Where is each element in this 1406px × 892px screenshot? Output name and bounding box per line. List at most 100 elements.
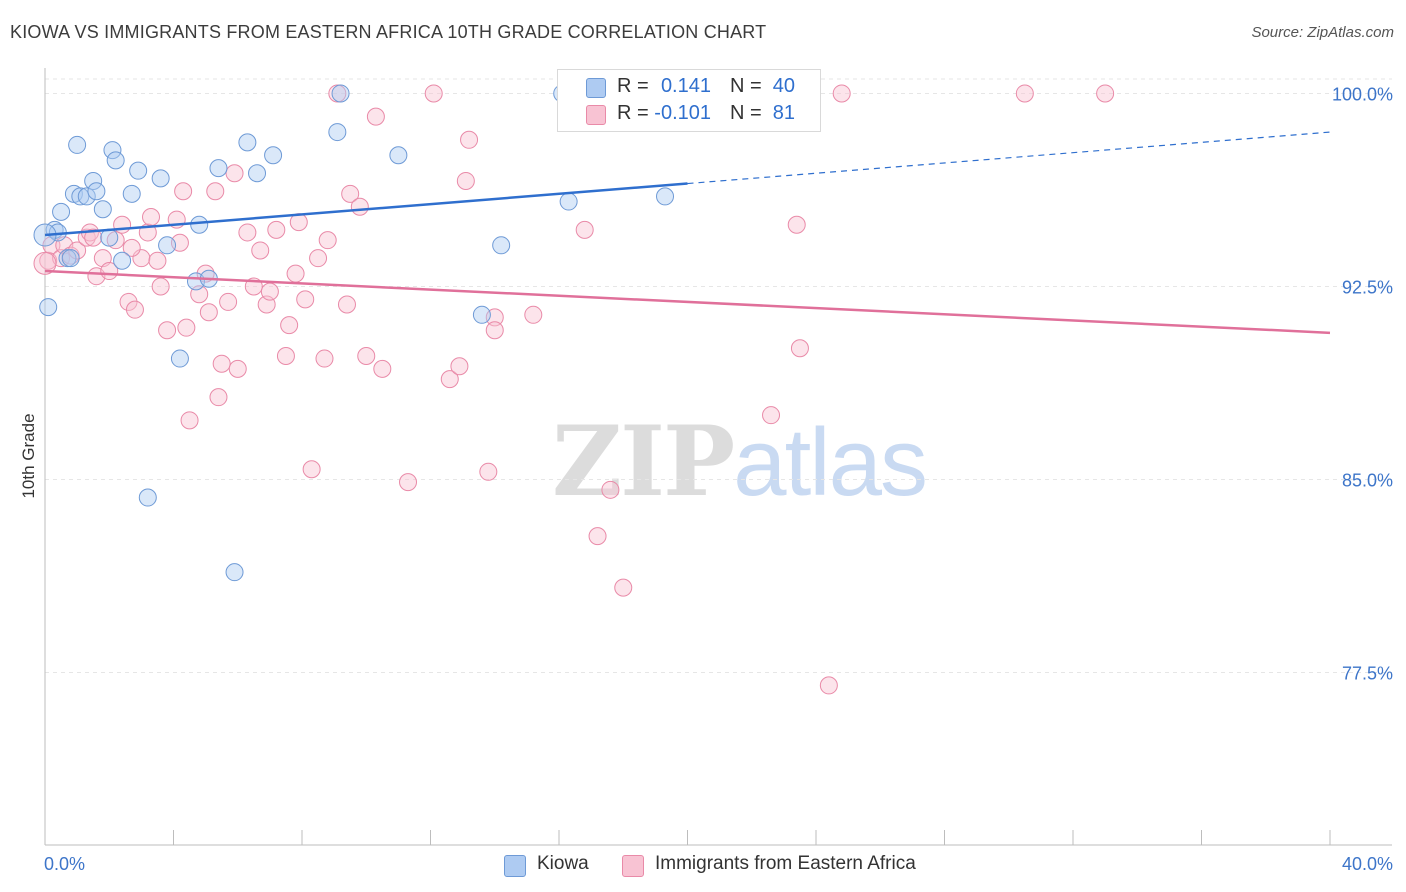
- data-point: [318, 231, 337, 250]
- data-point: [366, 107, 385, 126]
- data-point: [251, 241, 270, 260]
- chart-title: KIOWA VS IMMIGRANTS FROM EASTERN AFRICA …: [10, 22, 767, 42]
- y-tick-label: 77.5%: [1342, 664, 1393, 684]
- data-point: [373, 359, 392, 378]
- data-point: [228, 359, 247, 378]
- bottom-legend-label-kiowa: Kiowa: [537, 853, 589, 874]
- watermark-zip: ZIP: [552, 405, 735, 518]
- data-point: [762, 406, 781, 425]
- data-point: [113, 251, 132, 270]
- data-point: [84, 228, 103, 247]
- data-point: [129, 161, 148, 180]
- data-point: [199, 303, 218, 322]
- data-point: [103, 141, 122, 160]
- legend-r-label: R =: [617, 75, 649, 97]
- data-point: [138, 488, 157, 507]
- bottom-legend-swatch-eastern-africa: [622, 855, 644, 877]
- data-point: [225, 164, 244, 183]
- data-point: [614, 578, 633, 597]
- source-label: Source: ZipAtlas.com: [1251, 24, 1394, 41]
- data-point: [440, 370, 459, 389]
- legend-row-kiowa: R = 0.141 N = 40: [558, 73, 820, 101]
- data-point: [302, 460, 321, 479]
- data-point: [309, 249, 328, 268]
- data-point: [460, 130, 479, 149]
- data-point: [209, 159, 228, 178]
- legend-n-label: N =: [730, 75, 762, 97]
- legend-swatch-eastern-africa: [586, 105, 606, 125]
- data-point: [158, 236, 177, 255]
- data-point: [559, 192, 578, 211]
- data-point: [1015, 84, 1034, 103]
- data-point: [174, 182, 193, 201]
- data-point: [151, 277, 170, 296]
- watermark: ZIPatlas: [552, 405, 928, 518]
- bottom-legend-swatch-kiowa: [504, 855, 526, 877]
- data-point: [122, 184, 141, 203]
- legend-row-eastern-africa: R = -0.101 N = 81: [558, 100, 820, 128]
- data-point: [238, 133, 257, 152]
- data-point: [106, 151, 125, 170]
- data-point: [77, 228, 96, 247]
- data-point: [125, 300, 144, 319]
- data-point: [206, 182, 225, 201]
- data-point: [492, 236, 511, 255]
- data-point: [315, 349, 334, 368]
- data-point: [170, 349, 189, 368]
- data-point: [142, 208, 161, 226]
- data-point: [177, 318, 196, 337]
- bottom-legend-label-eastern-africa: Immigrants from Eastern Africa: [655, 853, 916, 874]
- legend-n-value: 40: [772, 75, 795, 97]
- data-point: [588, 527, 607, 546]
- data-point: [479, 462, 498, 481]
- legend-r-value: 0.141: [660, 75, 711, 97]
- data-point: [52, 202, 71, 221]
- data-point: [485, 321, 504, 340]
- data-point: [119, 292, 138, 311]
- data-point: [190, 215, 209, 234]
- data-point: [424, 84, 443, 103]
- data-point: [238, 223, 257, 242]
- data-point: [819, 676, 838, 695]
- data-point: [68, 241, 87, 260]
- y-tick-label: 85.0%: [1342, 471, 1393, 491]
- trendline-kiowa: [44, 182, 688, 237]
- data-point: [225, 563, 244, 582]
- data-point: [151, 169, 170, 188]
- data-point: [100, 228, 119, 247]
- data-point: [260, 282, 279, 301]
- data-point: [656, 187, 675, 206]
- legend-r-label: R =: [617, 102, 649, 124]
- legend-r-value: -0.101: [654, 102, 711, 124]
- data-point: [832, 84, 851, 103]
- data-point: [93, 200, 112, 219]
- data-point: [280, 316, 299, 335]
- y-axis-label: 10th Grade: [19, 413, 38, 498]
- data-point: [1096, 84, 1115, 103]
- y-tick-label: 100.0%: [1332, 84, 1393, 104]
- series-kiowa-points: [33, 84, 675, 582]
- data-point: [601, 480, 620, 499]
- data-point: [524, 305, 543, 324]
- data-point: [158, 321, 177, 340]
- data-point: [209, 388, 228, 407]
- data-point: [331, 84, 350, 103]
- data-point: [264, 146, 283, 165]
- data-point: [328, 123, 347, 142]
- x-tick-label: 0.0%: [44, 854, 85, 874]
- data-point: [399, 473, 418, 492]
- data-point: [456, 171, 475, 190]
- data-point: [472, 305, 491, 324]
- legend-n-label: N =: [730, 102, 762, 124]
- y-tick-label: 92.5%: [1342, 277, 1393, 297]
- data-point: [68, 135, 87, 154]
- data-point: [148, 251, 167, 270]
- legend-n-value: 81: [772, 102, 795, 124]
- x-tick-label: 40.0%: [1342, 854, 1393, 874]
- data-point: [77, 187, 96, 206]
- data-point: [350, 197, 369, 216]
- trendline-kiowa-extrapolated: [687, 131, 1331, 185]
- series-eastern-africa-points: [33, 84, 1115, 695]
- data-point: [180, 411, 199, 430]
